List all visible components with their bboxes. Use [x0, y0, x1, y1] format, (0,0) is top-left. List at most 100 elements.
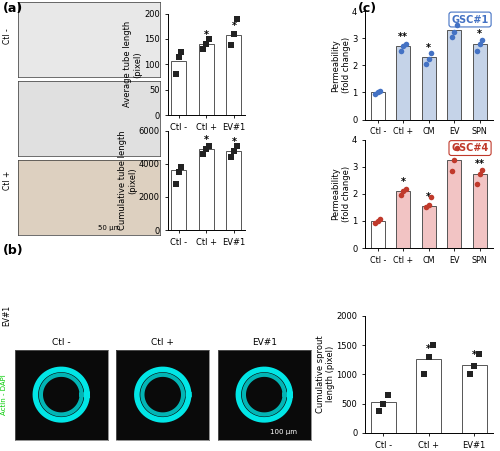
Text: **: **	[449, 146, 459, 156]
Point	[450, 156, 458, 164]
Bar	[422, 57, 436, 120]
Point	[478, 36, 486, 43]
Text: 50 µm: 50 µm	[98, 225, 120, 231]
Point	[384, 391, 392, 399]
Bar	[226, 35, 242, 115]
Text: (a): (a)	[2, 2, 23, 15]
Point	[425, 55, 433, 62]
Text: **: **	[474, 159, 484, 169]
Point	[428, 193, 436, 200]
Bar	[462, 365, 486, 433]
Text: (b): (b)	[2, 244, 23, 257]
Point	[372, 220, 380, 227]
Point	[230, 147, 238, 154]
Text: Ctl +: Ctl +	[152, 338, 174, 347]
Point	[425, 353, 433, 360]
Text: *: *	[426, 192, 431, 202]
Point	[174, 169, 182, 176]
Text: *: *	[401, 177, 406, 187]
Text: *: *	[232, 21, 236, 31]
Bar	[198, 44, 214, 115]
Bar	[472, 174, 486, 248]
Point	[470, 362, 478, 369]
Text: EV#1: EV#1	[2, 305, 12, 326]
Text: Actin - DAPI: Actin - DAPI	[1, 374, 7, 415]
Point	[422, 60, 430, 68]
Text: Ctl +: Ctl +	[2, 171, 12, 190]
Point	[205, 142, 213, 149]
Text: 100 µm: 100 µm	[270, 429, 296, 435]
Text: *: *	[472, 350, 476, 360]
Text: *: *	[426, 43, 431, 53]
Point	[178, 164, 186, 171]
Text: **: **	[449, 16, 459, 26]
Y-axis label: Cumulative sprout
length (pixel): Cumulative sprout length (pixel)	[316, 336, 335, 413]
Text: Ctl -: Ctl -	[52, 338, 70, 347]
Text: *: *	[477, 29, 482, 39]
Point	[232, 15, 240, 22]
Point	[430, 341, 438, 349]
Point	[172, 71, 180, 78]
Bar	[396, 46, 410, 120]
Point	[375, 407, 383, 414]
Bar	[447, 30, 461, 120]
Y-axis label: Average tube length
(pixel): Average tube length (pixel)	[124, 21, 142, 107]
Text: (c): (c)	[358, 2, 376, 15]
Text: **: **	[398, 32, 408, 42]
Point	[475, 350, 483, 357]
Y-axis label: Permeability
(fold change): Permeability (fold change)	[331, 37, 350, 93]
Point	[422, 204, 430, 211]
Point	[396, 47, 404, 54]
Point	[376, 87, 384, 95]
Point	[200, 46, 207, 53]
Point	[448, 33, 456, 41]
Point	[376, 215, 384, 222]
Point	[172, 180, 180, 187]
Point	[205, 35, 213, 42]
Text: *: *	[426, 345, 431, 354]
Bar	[371, 221, 385, 248]
Point	[202, 41, 210, 48]
Point	[232, 142, 240, 149]
Bar	[396, 191, 410, 248]
Point	[202, 145, 210, 152]
Text: *: *	[204, 135, 209, 145]
Point	[473, 47, 481, 54]
Point	[402, 40, 410, 47]
Point	[380, 400, 388, 407]
Text: GSC#4: GSC#4	[452, 143, 488, 153]
Point	[402, 185, 410, 192]
Point	[420, 371, 428, 378]
Bar	[422, 206, 436, 248]
Point	[428, 50, 436, 57]
Y-axis label: Cumulative tube length
(pixel): Cumulative tube length (pixel)	[118, 131, 138, 230]
Point	[425, 202, 433, 209]
Bar	[472, 44, 486, 120]
Bar	[371, 92, 385, 120]
Point	[453, 144, 461, 152]
Point	[473, 181, 481, 188]
Point	[230, 30, 238, 37]
Point	[453, 21, 461, 28]
Text: *: *	[204, 30, 209, 40]
Point	[200, 150, 207, 157]
Point	[478, 166, 486, 173]
Point	[227, 154, 235, 161]
Bar	[198, 149, 214, 230]
Bar	[447, 160, 461, 248]
Point	[466, 371, 473, 378]
Point	[178, 48, 186, 55]
Point	[400, 43, 407, 50]
Bar	[226, 151, 242, 230]
Bar	[171, 170, 186, 230]
Point	[374, 89, 382, 96]
Point	[476, 40, 484, 47]
Text: *: *	[232, 137, 236, 147]
Point	[448, 167, 456, 175]
Point	[372, 90, 380, 97]
Y-axis label: Permeability
(fold change): Permeability (fold change)	[331, 166, 350, 222]
Point	[174, 53, 182, 60]
Point	[450, 28, 458, 35]
Point	[227, 41, 235, 49]
Point	[396, 192, 404, 199]
